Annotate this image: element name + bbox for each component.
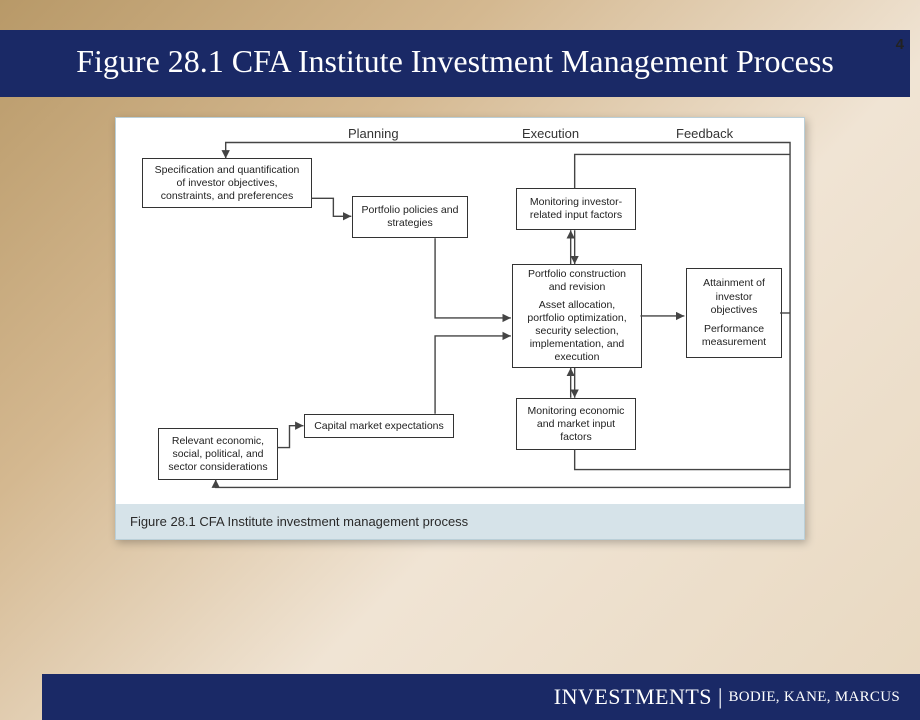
page-number: 4 — [896, 36, 904, 53]
flowchart-area: Planning Execution Feedback Specificatio… — [116, 118, 804, 504]
box-capital: Capital market expectations — [304, 414, 454, 438]
box-relevant: Relevant economic, social, political, an… — [158, 428, 278, 480]
col-head-feedback: Feedback — [676, 126, 733, 141]
box-monitor-investor: Monitoring investor-related input factor… — [516, 188, 636, 230]
figure-caption: Figure 28.1 CFA Institute investment man… — [116, 504, 804, 539]
footer-brand: INVESTMENTS — [554, 684, 712, 710]
diagram-container: Planning Execution Feedback Specificatio… — [115, 117, 805, 540]
box-policies: Portfolio policies and strategies — [352, 196, 468, 238]
box-construction-line2: Asset allocation, portfolio optimization… — [519, 299, 635, 365]
box-spec: Specification and quantification of inve… — [142, 158, 312, 208]
box-attainment: Attainment of investor objectives Perfor… — [686, 268, 782, 358]
col-head-execution: Execution — [522, 126, 579, 141]
slide-title: Figure 28.1 CFA Institute Investment Man… — [0, 30, 910, 97]
footer: INVESTMENTS | BODIE, KANE, MARCUS — [42, 674, 920, 720]
col-head-planning: Planning — [348, 126, 399, 141]
box-monitor-econ: Monitoring economic and market input fac… — [516, 398, 636, 450]
footer-separator: | — [718, 684, 722, 710]
box-attainment-line2: Performance measurement — [693, 323, 775, 349]
box-attainment-line1: Attainment of investor objectives — [693, 277, 775, 316]
box-construction: Portfolio construction and revision Asse… — [512, 264, 642, 368]
box-construction-line1: Portfolio construction and revision — [519, 268, 635, 294]
footer-authors: BODIE, KANE, MARCUS — [728, 689, 900, 706]
